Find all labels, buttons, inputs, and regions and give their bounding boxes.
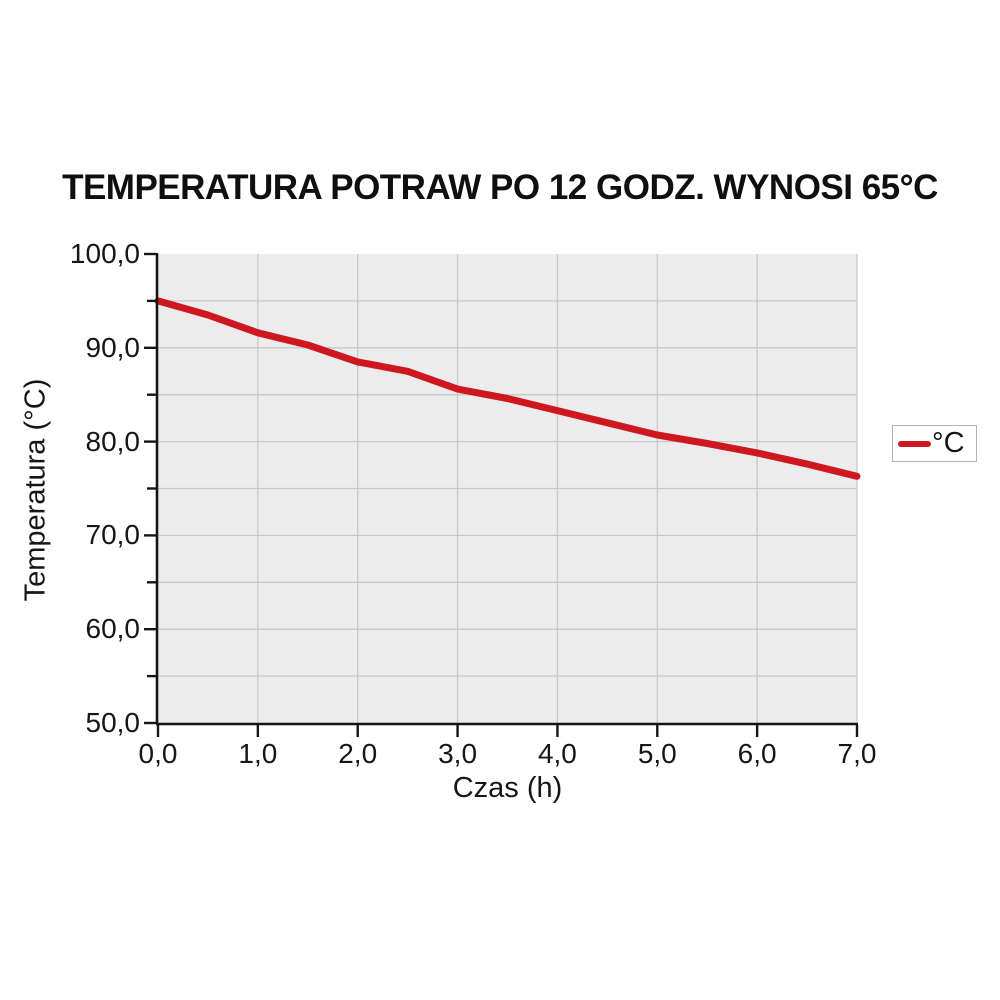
x-axis-title: Czas (h) (452, 772, 563, 804)
y-tick-label: 50,0 (85, 707, 141, 738)
x-tick-label: 5,0 (637, 738, 677, 769)
x-tick-label: 7,0 (837, 738, 877, 769)
x-tick-label: 6,0 (737, 738, 777, 769)
x-tick-label: 0,0 (138, 738, 178, 769)
y-tick-label: 80,0 (85, 425, 141, 457)
legend-line-swatch (898, 440, 931, 447)
y-tick-label: 70,0 (85, 519, 141, 551)
x-tick-label: 2,0 (338, 738, 378, 769)
y-axis-title: Temperatura (°C) (19, 378, 52, 602)
x-tick-label: 3,0 (438, 738, 478, 769)
x-tick-label: 4,0 (537, 738, 577, 769)
y-tick-label: 90,0 (85, 331, 141, 363)
y-tick-label: 60,0 (85, 613, 141, 645)
x-tick-label: 1,0 (238, 738, 278, 769)
chart-title: TEMPERATURA POTRAW PO 12 GODZ. WYNOSI 65… (62, 168, 938, 207)
legend-series-label: °C (932, 427, 965, 459)
legend: °C (892, 425, 977, 462)
temperature-line (154, 297, 861, 480)
y-tick-label: 100,0 (69, 238, 140, 269)
